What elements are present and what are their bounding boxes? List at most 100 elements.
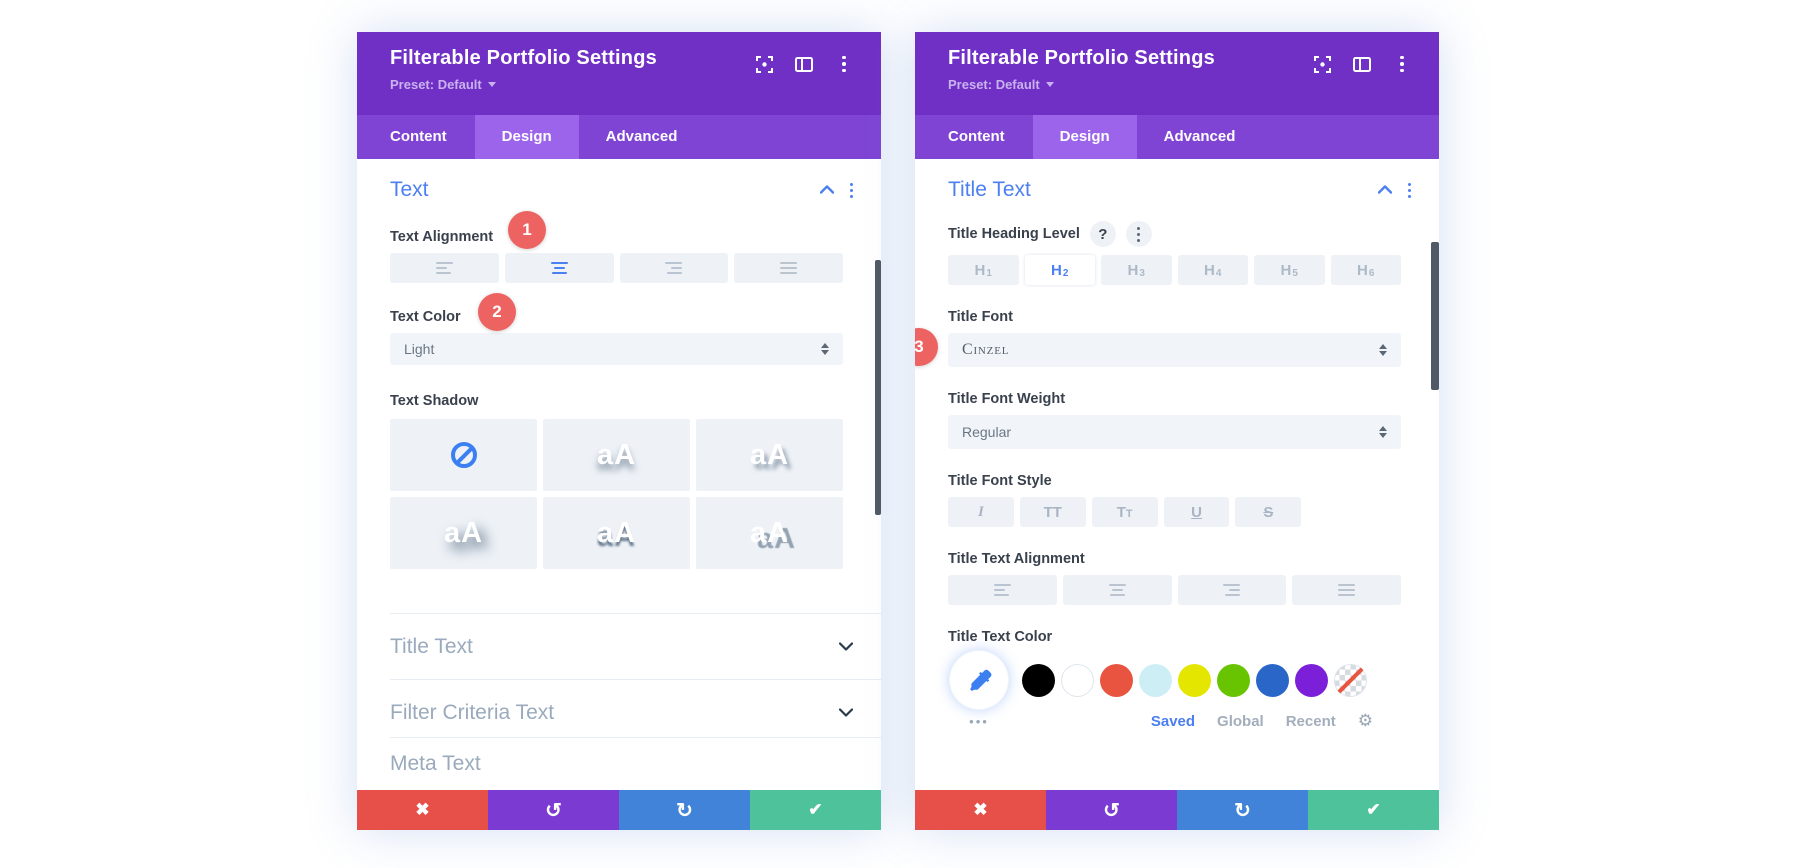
redo-button[interactable]: ↻ [619,790,750,830]
swatch-blue[interactable] [1256,663,1289,697]
section-options-icon[interactable] [1408,182,1411,198]
align-justify-button[interactable] [1292,575,1401,605]
more-options-icon[interactable] [1393,55,1411,73]
help-icon[interactable]: ? [1089,221,1116,247]
title-font-weight-label: Title Font Weight [948,391,1066,407]
title-font-weight-select[interactable]: Regular [948,415,1401,449]
section-options-icon[interactable] [850,182,853,198]
smallcaps-button[interactable]: Tt [1091,497,1158,527]
section-header-meta-text-clipped[interactable]: Meta Text [390,737,881,776]
scrollbar-thumb[interactable] [1431,242,1439,390]
more-colors-button[interactable]: ••• [969,713,989,729]
align-right-button[interactable] [1177,575,1287,605]
close-icon: ✖ [973,800,988,819]
check-icon: ✔ [1366,800,1381,819]
swatch-green[interactable] [1217,663,1250,697]
align-left-button[interactable] [390,253,499,283]
chevron-down-icon [838,704,854,722]
align-right-button[interactable] [619,253,729,283]
align-left-button[interactable] [948,575,1057,605]
align-justify-icon [780,261,798,275]
caret-down-icon [487,82,496,87]
saved-colors-tab[interactable]: Saved [1150,712,1196,730]
text-shadow-label: Text Shadow [390,393,479,409]
modal-title: Filterable Portfolio Settings [948,47,1215,69]
redo-icon: ↻ [676,799,693,822]
eyedropper-button[interactable] [950,651,1008,709]
tab-content[interactable]: Content [948,128,1005,145]
redo-icon: ↻ [1234,799,1251,822]
underline-button[interactable]: U [1163,497,1230,527]
chevron-up-icon[interactable] [819,181,835,199]
swatch-light-cyan[interactable] [1139,663,1172,697]
panel-layout-icon[interactable] [795,55,813,73]
confirm-button[interactable]: ✔ [750,790,881,830]
annotation-badge-1: 1 [508,211,546,249]
more-options-icon[interactable] [835,55,853,73]
select-arrows-icon [1379,344,1387,356]
swatch-yellow[interactable] [1178,663,1211,697]
shadow-offset-button[interactable]: aA [696,419,843,491]
gear-icon[interactable]: ⚙ [1357,711,1373,730]
focus-expand-icon[interactable] [755,55,773,73]
settings-modal-text: Filterable Portfolio Settings Preset: De… [357,32,881,830]
preset-selector[interactable]: Preset: Default [390,77,657,92]
align-justify-button[interactable] [734,253,843,283]
strikethrough-button[interactable]: S [1235,497,1302,527]
uppercase-button[interactable]: TT [1019,497,1086,527]
section-header-filter-criteria-text[interactable]: Filter Criteria Text [390,679,881,745]
shadow-hard-button[interactable]: aA [696,497,843,569]
shadow-blur-button[interactable]: aA [390,497,537,569]
undo-button[interactable]: ↺ [488,790,619,830]
tab-advanced[interactable]: Advanced [1163,128,1236,145]
recent-colors-tab[interactable]: Recent [1285,712,1336,730]
settings-modal-title-text: Filterable Portfolio Settings Preset: De… [915,32,1439,830]
swatch-black[interactable] [1022,663,1055,697]
align-center-button[interactable] [504,253,614,283]
tab-advanced[interactable]: Advanced [605,128,678,145]
panel-layout-icon[interactable] [1353,55,1371,73]
global-colors-tab[interactable]: Global [1217,712,1264,730]
swatch-purple[interactable] [1295,663,1328,697]
swatch-white[interactable] [1061,663,1094,697]
tab-design[interactable]: Design [474,115,579,159]
scrollbar-thumb[interactable] [875,260,881,515]
redo-button[interactable]: ↻ [1177,790,1308,830]
shadow-soft-button[interactable]: aA [543,419,690,491]
chevron-down-icon [838,638,854,656]
align-center-button[interactable] [1062,575,1172,605]
shadow-press-button[interactable]: aA [543,497,690,569]
align-left-icon [993,583,1011,597]
text-alignment-options [390,253,843,283]
italic-button[interactable]: I [948,497,1014,527]
section-header-title-text[interactable]: Title Text [915,159,1439,205]
title-font-select[interactable]: Cinzel [948,333,1401,367]
focus-expand-icon[interactable] [1313,55,1331,73]
discard-button[interactable]: ✖ [357,790,488,830]
field-options-icon[interactable] [1125,221,1152,247]
discard-button[interactable]: ✖ [915,790,1046,830]
align-right-icon [665,261,683,275]
text-color-select[interactable]: Light [390,333,843,365]
swatch-transparent[interactable] [1334,663,1367,697]
tab-design[interactable]: Design [1032,115,1137,159]
text-alignment-label: Text Alignment [390,229,494,245]
section-header-text[interactable]: Text [357,159,881,205]
shadow-none-button[interactable] [390,419,537,491]
section-header-title-text[interactable]: Title Text [390,613,881,679]
confirm-button[interactable]: ✔ [1308,790,1439,830]
tab-content[interactable]: Content [390,128,447,145]
settings-tabs: Content Design Advanced [357,115,881,159]
swatch-red[interactable] [1100,663,1133,697]
chevron-up-icon[interactable] [1377,181,1393,199]
undo-button[interactable]: ↺ [1046,790,1177,830]
color-swatches [1022,663,1367,697]
modal-header: Filterable Portfolio Settings Preset: De… [915,32,1439,115]
preset-selector[interactable]: Preset: Default [948,77,1215,92]
